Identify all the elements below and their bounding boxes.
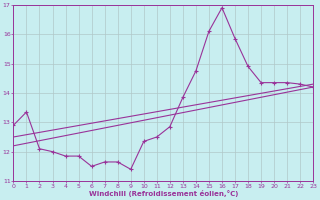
X-axis label: Windchill (Refroidissement éolien,°C): Windchill (Refroidissement éolien,°C) — [89, 190, 238, 197]
